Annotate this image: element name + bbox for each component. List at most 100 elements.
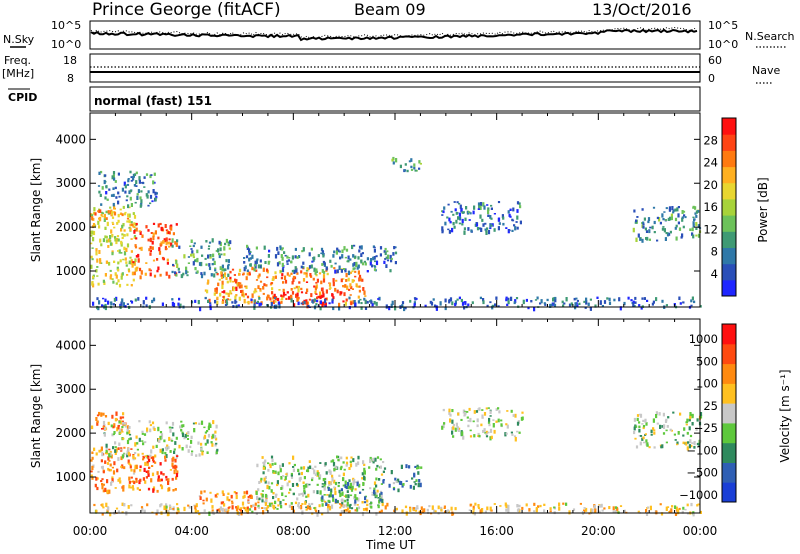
colorbar-tick-label: 20 [703,178,718,192]
echo-cell [344,484,347,488]
echo-cell [231,301,234,304]
echo-cell [489,227,492,230]
echo-cell [514,299,517,303]
echo-cell [373,265,376,267]
echo-cell [342,504,345,508]
echo-cell [268,249,271,253]
echo-cell [325,471,328,475]
echo-cell [694,212,697,215]
echo-cell [507,300,510,305]
echo-cell [105,210,108,214]
echo-cell [391,158,394,162]
echo-cell [328,481,331,485]
echo-cell [366,503,369,507]
echo-cell [674,208,677,212]
echo-cell [391,300,394,305]
echo-cell [133,173,137,176]
echo-cell [234,295,237,300]
echo-cell [305,495,308,498]
echo-cell [117,457,120,461]
echo-cell [371,303,374,307]
echo-cell [375,494,378,497]
echo-cell [477,208,480,210]
echo-cell [348,504,351,509]
echo-cell [482,223,485,227]
echo-cell [338,250,341,253]
echo-cell [259,288,262,291]
echo-cell [300,466,303,470]
echo-cell [138,420,141,423]
echo-cell [263,500,267,504]
echo-cell [90,242,93,245]
echo-cell [355,261,358,267]
echo-cell [378,296,381,301]
nsky-tick-high: 10^5 [51,19,81,32]
colorbar-swatch [722,482,736,503]
echo-cell [358,277,361,282]
echo-cell [645,509,648,514]
colorbar-swatch [722,383,736,404]
echo-cell [126,217,130,220]
echo-cell [221,300,224,304]
echo-cell [649,505,652,511]
echo-cell [235,495,238,500]
echo-cell [454,208,457,212]
echo-cell [184,436,187,439]
echo-cell [489,506,492,511]
echo-cell [334,269,337,274]
echo-cell [521,411,524,414]
echo-cell [113,260,116,263]
echo-cell [200,442,203,446]
echo-cell [234,286,237,290]
echo-cell [160,433,164,437]
echo-cell [608,506,611,510]
echo-cell [483,205,486,210]
echo-cell [292,275,296,279]
echo-cell [451,430,454,435]
echo-cell [392,488,396,491]
echo-cell [352,300,355,305]
echo-cell [169,450,172,453]
echo-cell [363,290,366,295]
echo-cell [606,297,609,300]
echo-cell [308,460,311,463]
echo-cell [102,297,105,300]
echo-cell [192,256,195,259]
echo-cell [271,291,274,295]
echo-cell [190,253,193,257]
echo-cell [227,243,230,247]
echo-cell [249,251,252,253]
echo-cell [535,507,538,513]
echo-cell [127,204,130,209]
echo-cell [165,237,168,242]
echo-cell [603,507,606,510]
echo-cell [298,472,301,476]
echo-cell [90,234,93,237]
echo-cell [695,234,698,237]
echo-cell [340,269,343,273]
echo-cell [155,192,158,195]
echo-cell [182,272,185,276]
echo-cell [305,272,308,275]
echo-cell [121,502,124,506]
echo-cell [553,303,557,308]
echo-cell [238,285,241,289]
echo-cell [227,273,230,277]
echo-cell [497,305,500,308]
echo-cell [637,510,640,513]
echo-cell [286,482,289,487]
echo-cell [232,286,235,292]
freq-label: Freq. [4,54,31,67]
echo-cell [111,221,114,224]
echo-cell [455,219,458,224]
echo-cell [232,305,235,308]
echo-cell [583,300,586,303]
echo-cell [340,278,343,283]
echo-cell [112,446,115,450]
echo-cell [225,238,228,243]
echo-cell [372,256,375,261]
echo-cell [384,505,387,510]
echo-cell [690,444,693,448]
echo-cell [167,446,170,450]
echo-cell [279,464,282,469]
